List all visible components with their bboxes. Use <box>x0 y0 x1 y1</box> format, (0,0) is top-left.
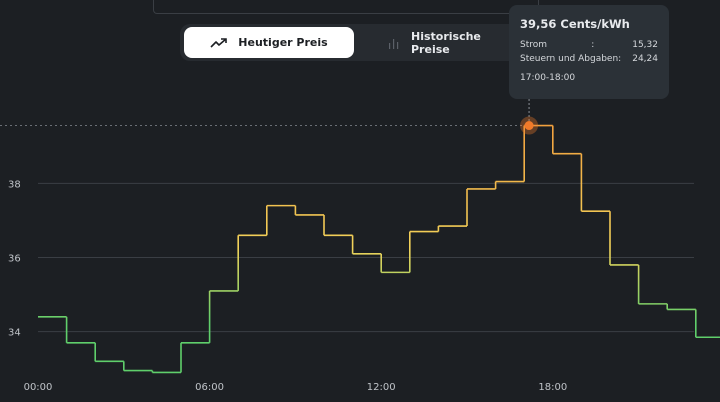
tooltip-row-value: 15,32 <box>632 40 658 50</box>
today-price-label: Heutiger Preis <box>238 36 328 49</box>
historical-prices-label: Historische Preise <box>411 29 481 56</box>
y-tick-label: 34 <box>8 328 21 339</box>
today-price-tab[interactable]: Heutiger Preis <box>184 27 354 58</box>
tooltip-row-value: 24,24 <box>632 54 658 64</box>
y-tick-label: 36 <box>8 254 21 265</box>
historical-prices-tab[interactable]: Historische Preise <box>387 27 517 58</box>
tooltip-row-strom: Strom : 15,32 <box>520 40 658 50</box>
price-tooltip: 39,56 Cents/kWh Strom : 15,32 Steuern un… <box>509 5 669 99</box>
tooltip-row-separator: : <box>591 40 595 50</box>
tooltip-total-price: 39,56 Cents/kWh <box>520 17 630 31</box>
x-tick-label: 00:00 <box>24 382 53 393</box>
trend-up-icon <box>210 37 228 48</box>
x-tick-label: 18:00 <box>538 382 567 393</box>
tooltip-row-label: Steuern und Abgaben: <box>520 54 622 64</box>
x-tick-label: 06:00 <box>195 382 224 393</box>
tooltip-time-range: 17:00-18:00 <box>520 73 576 83</box>
tooltip-row-taxes: Steuern und Abgaben: 24,24 <box>520 54 658 64</box>
selected-hour-marker[interactable] <box>524 121 534 131</box>
tooltip-row-label: Strom <box>520 40 548 50</box>
bar-chart-icon <box>389 38 399 49</box>
price-mode-toggle: Heutiger Preis Historische Preise <box>180 24 520 61</box>
y-tick-label: 38 <box>8 179 21 190</box>
x-tick-label: 12:00 <box>367 382 396 393</box>
